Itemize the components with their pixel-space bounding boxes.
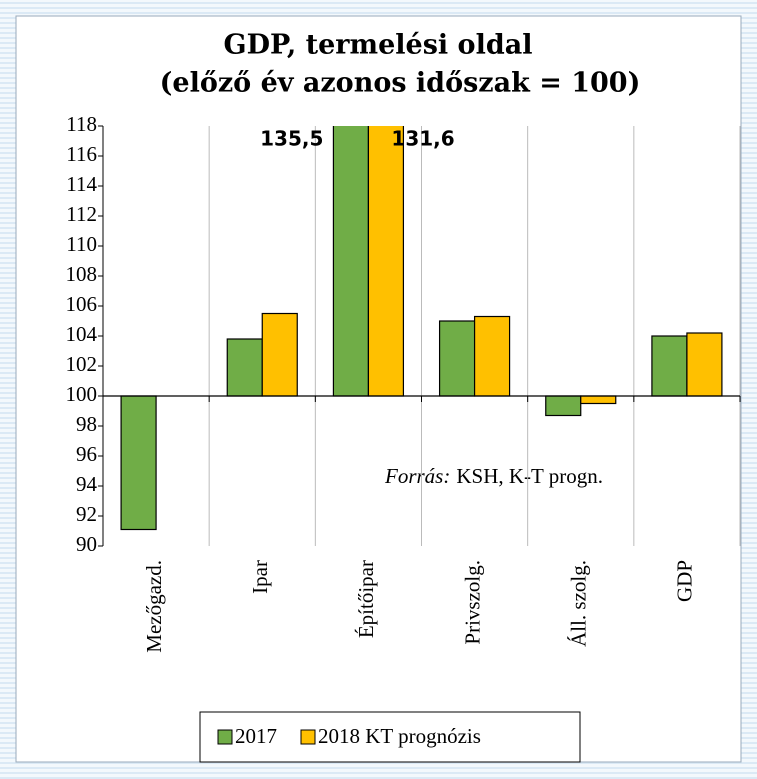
x-tick-label: Ipar bbox=[248, 560, 272, 594]
legend-label: 2017 bbox=[235, 724, 277, 748]
bar bbox=[226, 338, 263, 397]
y-tick-label: 100 bbox=[66, 382, 98, 406]
x-tick-label: Áll. szolg. bbox=[567, 560, 591, 647]
y-tick-label: 102 bbox=[66, 352, 98, 376]
bar bbox=[120, 395, 157, 531]
legend-label: 2018 KT prognózis bbox=[318, 724, 481, 748]
y-tick-label: 116 bbox=[66, 142, 97, 166]
chart-subtitle: (előző év azonos időszak = 100) bbox=[160, 68, 641, 99]
chart-title: GDP, termelési oldal bbox=[224, 30, 533, 61]
bar bbox=[332, 126, 370, 397]
bar bbox=[686, 332, 723, 397]
annotation: Forrás: KSH, K-T progn. bbox=[384, 464, 603, 488]
value-label: 131,6 bbox=[391, 127, 454, 151]
y-tick-label: 114 bbox=[66, 172, 97, 196]
bar bbox=[651, 335, 688, 397]
legend-swatch bbox=[217, 729, 233, 745]
value-label: 135,5 bbox=[260, 127, 323, 151]
y-tick-label: 106 bbox=[66, 292, 98, 316]
x-tick-label: GDP bbox=[673, 560, 697, 602]
legend-swatch bbox=[300, 729, 316, 745]
bar bbox=[580, 395, 617, 405]
y-tick-label: 96 bbox=[76, 442, 97, 466]
annotation-italic: Forrás: bbox=[384, 464, 450, 488]
x-tick-label: Építőipar bbox=[354, 560, 378, 638]
bar bbox=[367, 126, 405, 397]
x-tick-label: Privszolg. bbox=[460, 560, 484, 645]
y-tick-label: 92 bbox=[76, 502, 97, 526]
y-tick-label: 112 bbox=[66, 202, 97, 226]
bar bbox=[473, 315, 511, 397]
y-tick-label: 90 bbox=[76, 532, 97, 556]
bar bbox=[438, 320, 476, 397]
y-tick-label: 108 bbox=[66, 262, 98, 286]
annotation-text: KSH, K-T progn. bbox=[456, 464, 603, 488]
y-tick-label: 118 bbox=[66, 112, 97, 136]
y-tick-label: 98 bbox=[76, 412, 97, 436]
y-tick-label: 94 bbox=[76, 472, 98, 496]
y-tick-label: 110 bbox=[66, 232, 97, 256]
legend-box bbox=[199, 711, 581, 763]
bar bbox=[545, 395, 582, 417]
y-tick-label: 104 bbox=[66, 322, 98, 346]
bar bbox=[261, 312, 298, 397]
x-tick-label: Mezőgazd. bbox=[142, 560, 166, 653]
